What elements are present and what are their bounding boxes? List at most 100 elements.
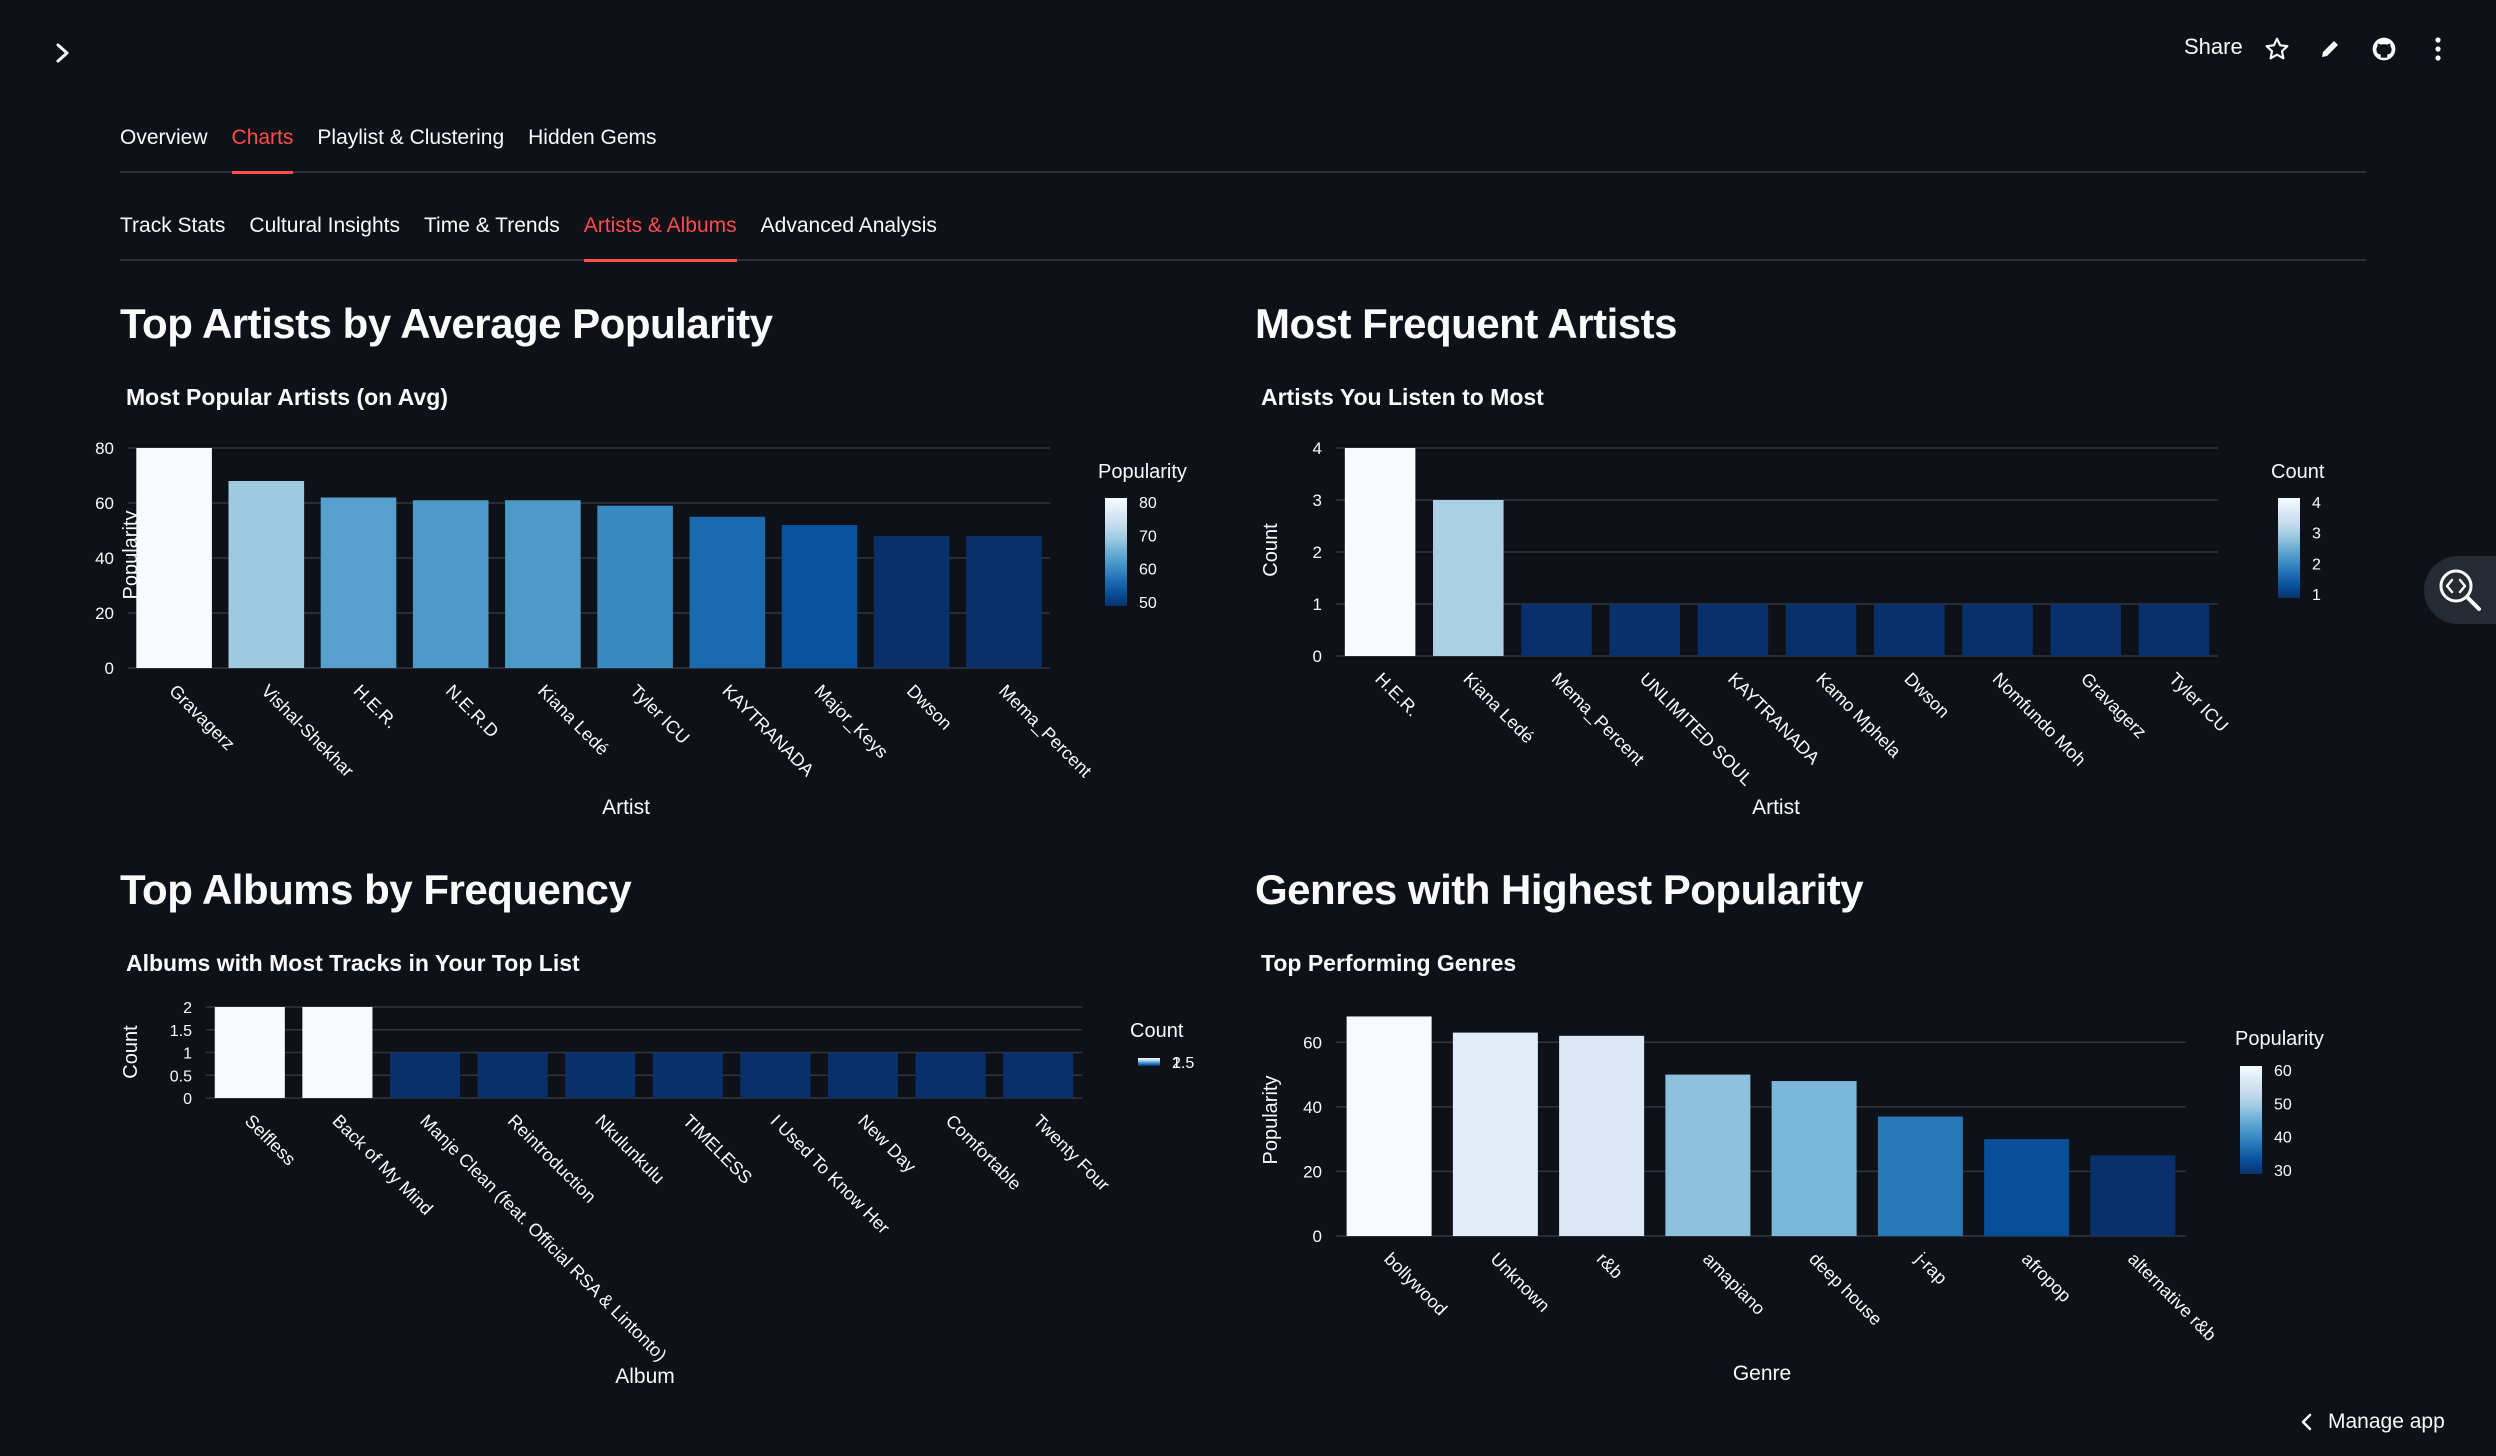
more-vertical-icon[interactable]	[2421, 32, 2455, 66]
colorbar-title: Popularity	[2235, 1028, 2324, 1050]
bar[interactable]	[1962, 604, 2033, 656]
bar[interactable]	[597, 505, 673, 668]
bar[interactable]	[1984, 1139, 2070, 1236]
colorbar-tick-label: 3	[2312, 526, 2321, 543]
colorbar-tick-label: 2	[1172, 1055, 1181, 1072]
fullscreen-icon[interactable]	[2424, 556, 2496, 624]
bar[interactable]	[1344, 448, 1416, 656]
bar[interactable]	[320, 497, 397, 669]
x-tick-label: amapiano	[1699, 1249, 1769, 1319]
bar[interactable]	[1874, 604, 1945, 656]
bar[interactable]	[1877, 1116, 1963, 1236]
tab-playlist-clustering[interactable]: Playlist & Clustering	[317, 126, 505, 149]
colorbar	[1138, 1058, 1160, 1066]
pencil-icon[interactable]	[2313, 32, 2347, 66]
y-tick-label: 20	[1303, 1162, 1322, 1181]
share-button[interactable]: Share	[2184, 34, 2243, 59]
bar[interactable]	[2050, 604, 2121, 656]
bar[interactable]	[1433, 500, 1504, 656]
bar[interactable]	[1609, 604, 1680, 656]
tab-time-trends[interactable]: Time & Trends	[424, 214, 560, 237]
y-axis-label: Popularity	[1260, 1076, 1282, 1165]
bar[interactable]	[505, 500, 581, 668]
manage-app-label: Manage app	[2328, 1410, 2445, 1433]
bar[interactable]	[1665, 1074, 1751, 1236]
chart-title-albums: Albums with Most Tracks in Your Top List	[126, 950, 580, 976]
colorbar-tick-label: 40	[2274, 1130, 2292, 1147]
bar[interactable]	[966, 536, 1042, 668]
bar[interactable]	[827, 1052, 899, 1099]
y-tick-label: 4	[1313, 439, 1322, 458]
y-tick-label: 40	[1303, 1098, 1322, 1117]
bar[interactable]	[2090, 1155, 2176, 1236]
bar[interactable]	[1003, 1052, 1074, 1099]
chart-title-genres: Top Performing Genres	[1261, 950, 1517, 976]
y-tick-label: 60	[95, 494, 114, 513]
bar[interactable]	[689, 516, 766, 668]
bar[interactable]	[2138, 604, 2210, 656]
x-tick-label: Unknown	[1487, 1249, 1554, 1316]
bar[interactable]	[1521, 604, 1592, 656]
github-icon[interactable]	[2367, 32, 2401, 66]
bar[interactable]	[302, 1007, 373, 1098]
y-tick-label: 2	[183, 1000, 192, 1017]
y-tick-label: 1	[1313, 595, 1322, 614]
bar[interactable]	[915, 1052, 986, 1099]
bar[interactable]	[740, 1052, 811, 1099]
bar[interactable]	[873, 536, 950, 668]
tab-cultural-insights[interactable]: Cultural Insights	[249, 214, 400, 237]
colorbar-tick-label: 70	[1139, 528, 1157, 545]
bar[interactable]	[389, 1052, 461, 1099]
chart-title-listened-artists: Artists You Listen to Most	[1261, 384, 1544, 410]
tab-artists-albums[interactable]: Artists & Albums	[583, 214, 737, 262]
bar[interactable]	[477, 1052, 548, 1099]
colorbar-tick-label: 80	[1139, 495, 1157, 512]
colorbar	[2278, 498, 2300, 598]
bar[interactable]	[1452, 1032, 1538, 1236]
chart-title-popular-artists: Most Popular Artists (on Avg)	[126, 384, 448, 410]
tab-hidden-gems[interactable]: Hidden Gems	[528, 126, 657, 149]
bar[interactable]	[1785, 604, 1857, 656]
bar[interactable]	[1346, 1016, 1432, 1236]
tab-overview[interactable]: Overview	[120, 126, 208, 149]
star-icon[interactable]	[2260, 32, 2294, 66]
bar[interactable]	[412, 500, 489, 668]
bar[interactable]	[1771, 1081, 1857, 1236]
y-tick-label: 20	[95, 604, 114, 623]
tab-charts[interactable]: Charts	[231, 126, 293, 174]
manage-app-button[interactable]: Manage app	[2300, 1410, 2445, 1434]
tab-track-stats[interactable]: Track Stats	[120, 214, 226, 237]
chevron-right-icon[interactable]	[48, 38, 78, 68]
section-title-artists-popularity: Top Artists by Average Popularity	[120, 300, 773, 347]
colorbar-tick-label: 30	[2274, 1163, 2292, 1180]
bar[interactable]	[136, 448, 212, 668]
main-tabs: Overview Charts Playlist & Clustering Hi…	[120, 126, 2366, 174]
y-axis-label: Count	[120, 1025, 142, 1079]
y-tick-label: 0	[105, 659, 114, 678]
y-tick-label: 1	[183, 1046, 192, 1063]
bar[interactable]	[565, 1052, 636, 1099]
colorbar-title: Popularity	[1098, 461, 1187, 483]
bar[interactable]	[652, 1052, 723, 1099]
bar[interactable]	[214, 1007, 285, 1098]
bar[interactable]	[228, 481, 305, 668]
x-axis-label: Artist	[1752, 796, 1800, 819]
colorbar	[2240, 1066, 2262, 1174]
bar[interactable]	[1697, 604, 1769, 656]
colorbar-tick-label: 1.5	[1172, 1055, 1194, 1072]
bar[interactable]	[781, 525, 858, 668]
x-axis-label: Genre	[1733, 1362, 1791, 1385]
y-tick-label: 3	[1313, 491, 1322, 510]
bar[interactable]	[1559, 1035, 1645, 1236]
colorbar	[1105, 498, 1127, 606]
y-axis-label: Count	[1260, 523, 1282, 577]
app-header: Share	[0, 0, 2496, 84]
colorbar-tick-label: 1	[1172, 1055, 1181, 1072]
colorbar-tick-label: 50	[1139, 595, 1157, 612]
colorbar-title: Count	[1130, 1020, 1184, 1042]
tab-advanced-analysis[interactable]: Advanced Analysis	[760, 214, 937, 237]
